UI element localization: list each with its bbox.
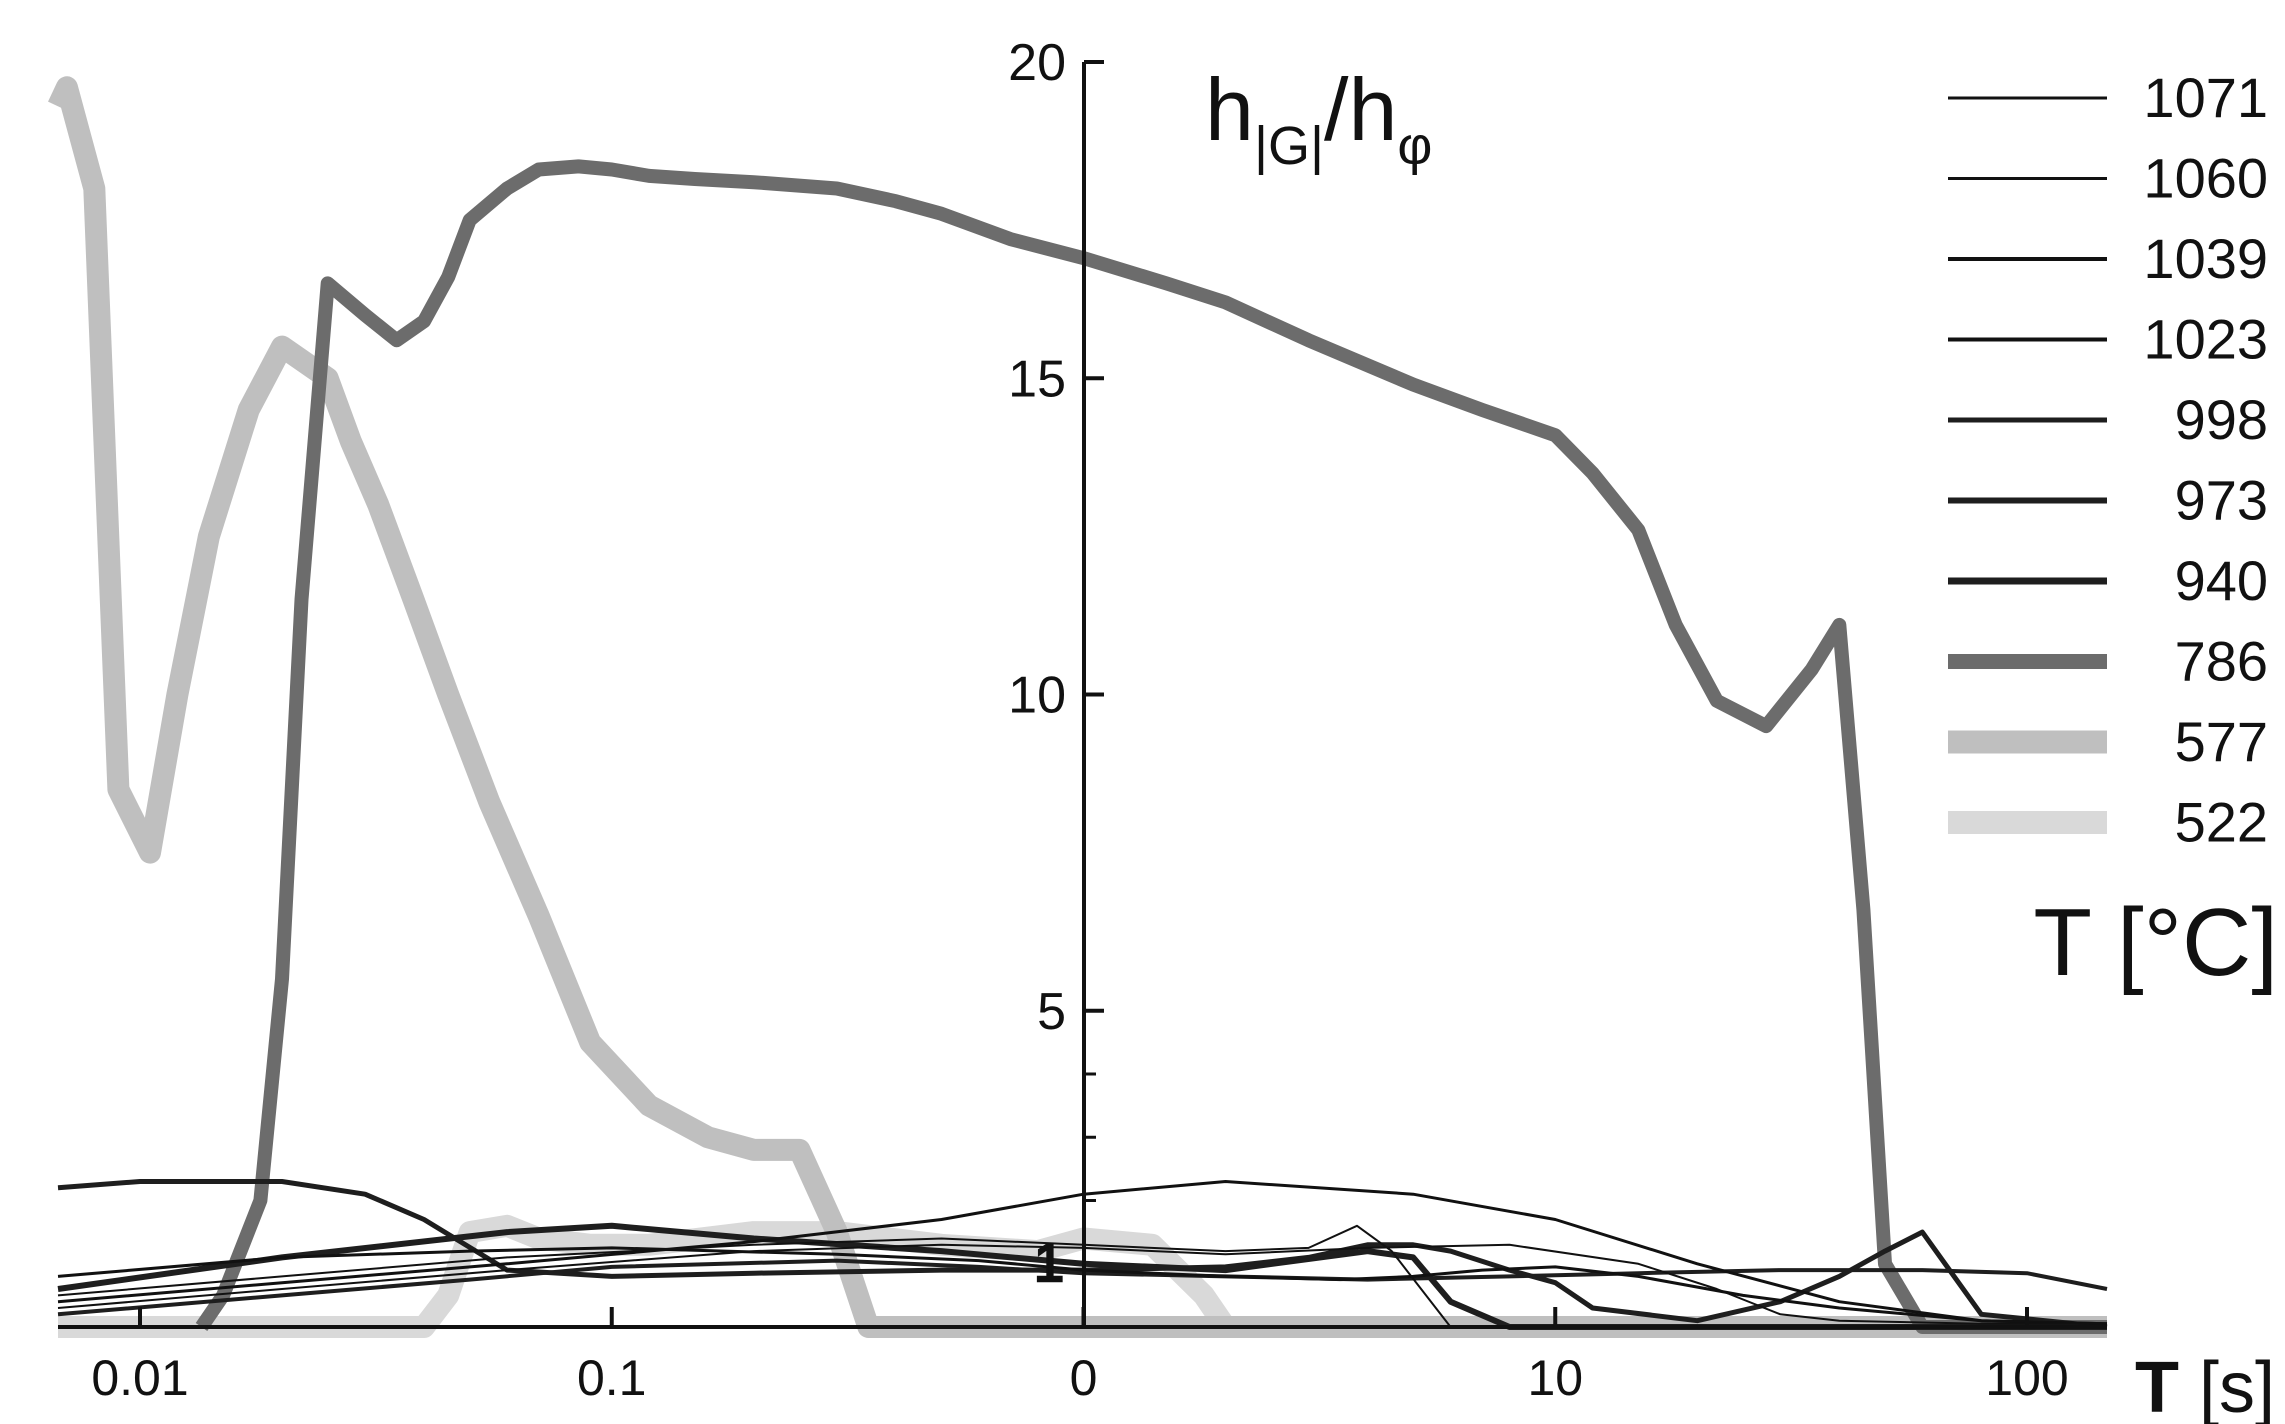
x-tick-label: 0.1 bbox=[577, 1350, 647, 1406]
svg-text:T [s]: T [s] bbox=[2135, 1348, 2275, 1424]
legend-label-1071: 1071 bbox=[2143, 66, 2268, 129]
series-line-1060 bbox=[57, 1243, 2107, 1325]
y-axis-title-main: h bbox=[1205, 60, 1254, 159]
legend-label-1039: 1039 bbox=[2143, 227, 2268, 290]
series-line-973 bbox=[57, 1179, 2108, 1330]
x-axis-title-symbol: T bbox=[2135, 1348, 2179, 1424]
legend-label-1060: 1060 bbox=[2143, 147, 2268, 210]
x-tick-label: 10 bbox=[1527, 1350, 1583, 1406]
y-axis-title-sub-phi: φ bbox=[1397, 116, 1432, 176]
series-line-786 bbox=[195, 159, 2107, 1334]
x-axis-title: T [s] bbox=[2135, 1348, 2275, 1424]
legend: 1071 1060 1039 1023 998 973 940 786 577 522 bbox=[1948, 66, 2268, 854]
legend-label-786: 786 bbox=[2175, 630, 2268, 693]
legend-label-1023: 1023 bbox=[2143, 308, 2268, 371]
x-tick-label: 0 bbox=[1070, 1350, 1098, 1406]
legend-label-998: 998 bbox=[2175, 388, 2268, 451]
x-axis-title-unit: [s] bbox=[2179, 1348, 2275, 1424]
y-tick-label: 15 bbox=[1008, 350, 1066, 408]
legend-label-940: 940 bbox=[2175, 549, 2268, 612]
y-tick-label: 20 bbox=[1008, 34, 1066, 92]
legend-label-577: 577 bbox=[2175, 710, 2268, 773]
y-axis-title: h|G|/hφ bbox=[1205, 60, 1432, 176]
legend-label-973: 973 bbox=[2175, 469, 2268, 532]
x-tick-label: 100 bbox=[1985, 1350, 2068, 1406]
legend-title: T [°C] bbox=[2033, 889, 2278, 996]
x-tick-label: 0.01 bbox=[91, 1350, 188, 1406]
y-axis-title-mid: /h bbox=[1324, 60, 1397, 159]
y-tick-label: 10 bbox=[1008, 667, 1066, 725]
y-marker-label: 1 bbox=[1034, 1233, 1064, 1293]
y-tick-label: 5 bbox=[1037, 983, 1066, 1041]
legend-label-522: 522 bbox=[2175, 791, 2268, 854]
y-axis-title-sub-g: |G| bbox=[1254, 116, 1324, 176]
svg-text:h|G|/hφ: h|G|/hφ bbox=[1205, 60, 1432, 176]
ticks-layer: 0.01 0.1 0 10 100 5 10 15 20 bbox=[91, 34, 2068, 1406]
series-line-1023 bbox=[57, 1246, 2108, 1326]
series-line-1039 bbox=[57, 1180, 2108, 1326]
